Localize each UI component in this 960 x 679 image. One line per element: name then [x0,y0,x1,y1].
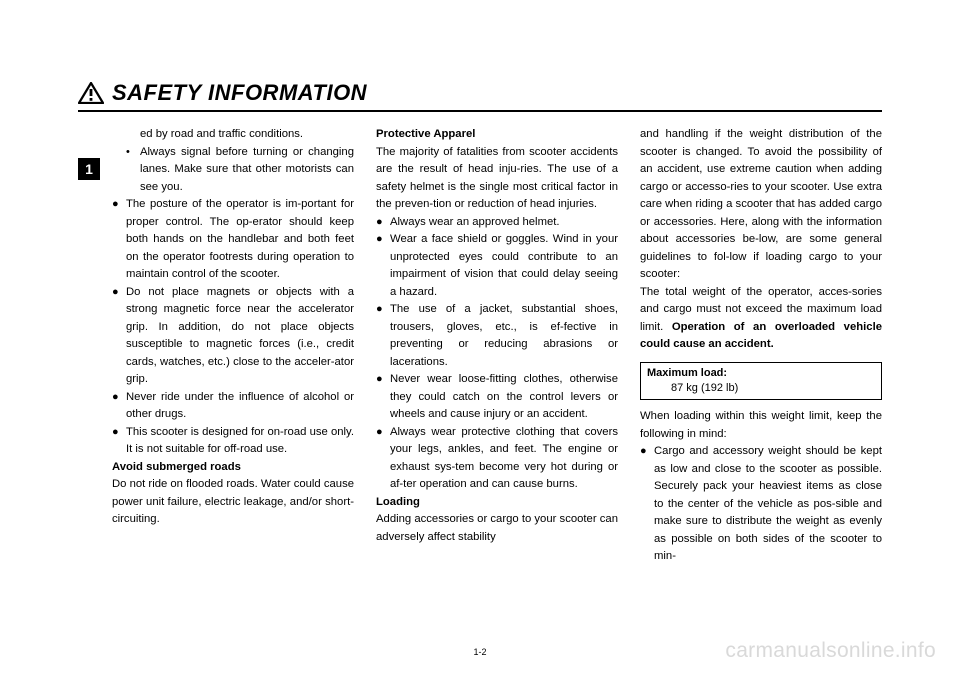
bullet-marker: ● [640,443,654,566]
column-2: Protective Apparel The majority of fatal… [376,126,618,566]
bullet-text: Never wear loose-fitting clothes, otherw… [390,371,618,424]
page: SAFETY INFORMATION 1 ed by road and traf… [0,0,960,679]
bullet-marker: ● [376,231,390,301]
body-text: When loading within this weight limit, k… [640,408,882,443]
warning-icon [78,82,104,104]
body-text: and handling if the weight distribution … [640,126,882,284]
list-item: ● Always wear protective clothing that c… [376,424,618,494]
bullet-text: The posture of the operator is im-portan… [126,196,354,284]
bullet-marker: ● [376,214,390,232]
subheading-loading: Loading [376,494,618,512]
subheading-avoid-submerged: Avoid submerged roads [112,459,354,477]
list-item: ● Always wear an approved helmet. [376,214,618,232]
column-1: ed by road and traffic conditions. • Alw… [112,126,354,566]
bullet-text: Do not place magnets or objects with a s… [126,284,354,389]
bullet-text: Cargo and accessory weight should be kep… [654,443,882,566]
text-columns: ed by road and traffic conditions. • Alw… [112,126,882,566]
bullet-marker: ● [112,389,126,424]
body-text: The total weight of the operator, acces-… [640,284,882,354]
max-load-value: 87 kg (192 lb) [671,381,875,396]
bullet-marker: ● [112,424,126,459]
page-header: SAFETY INFORMATION [78,80,882,112]
body-text: Do not ride on flooded roads. Water coul… [112,476,354,529]
max-load-box: Maximum load: 87 kg (192 lb) [640,362,882,401]
list-item: ● The use of a jacket, substantial shoes… [376,301,618,371]
bullet-text: Wear a face shield or goggles. Wind in y… [390,231,618,301]
bullet-marker: ● [112,284,126,389]
list-item: ● Wear a face shield or goggles. Wind in… [376,231,618,301]
list-item: ● Never ride under the influence of alco… [112,389,354,424]
list-item: ● The posture of the operator is im-port… [112,196,354,284]
list-item: ● Never wear loose-fitting clothes, othe… [376,371,618,424]
bold-warning-text: Operation of an overloaded vehicle could… [640,321,882,351]
list-item: ● Do not place magnets or objects with a… [112,284,354,389]
list-item: ● This scooter is designed for on-road u… [112,424,354,459]
max-load-label: Maximum load: [647,366,875,381]
chapter-tab: 1 [78,158,100,180]
body-text: Adding accessories or cargo to your scoo… [376,511,618,546]
bullet-marker: ● [112,196,126,284]
list-item: ● Cargo and accessory weight should be k… [640,443,882,566]
bullet-text: Always wear protective clothing that cov… [390,424,618,494]
bullet-text: Always wear an approved helmet. [390,214,618,232]
bullet-marker: ● [376,301,390,371]
bullet-marker: • [126,144,140,197]
body-text: The majority of fatalities from scooter … [376,144,618,214]
bullet-text: Never ride under the influence of alcoho… [126,389,354,424]
bullet-text: The use of a jacket, substantial shoes, … [390,301,618,371]
subheading-protective-apparel: Protective Apparel [376,126,618,144]
watermark: carmanualsonline.info [725,639,936,663]
bullet-text: This scooter is designed for on-road use… [126,424,354,459]
list-item: • Always signal before turning or changi… [112,144,354,197]
column-3: and handling if the weight distribution … [640,126,882,566]
continued-line: ed by road and traffic conditions. [140,126,354,144]
bullet-marker: ● [376,424,390,494]
bullet-text: Always signal before turning or changing… [140,144,354,197]
page-title: SAFETY INFORMATION [112,80,367,106]
bullet-marker: ● [376,371,390,424]
